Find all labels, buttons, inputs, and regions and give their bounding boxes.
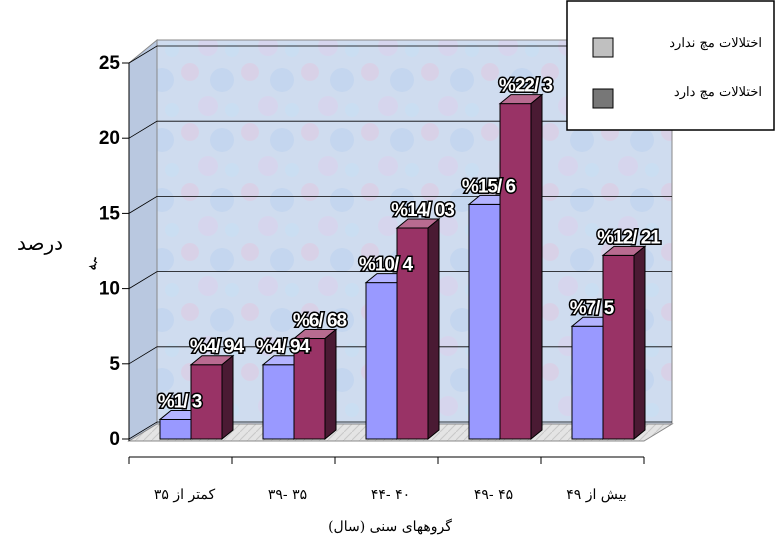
- x-axis-ticks: کمتر از ۳۵ ۳۵ -۳۹ ۴۰ -۴۴ ۴۵ -۴۹ بیش از ۴۹: [128, 457, 645, 503]
- x-category-label: کمتر از ۳۵: [154, 487, 216, 503]
- y-tick-label: 15: [99, 203, 121, 224]
- bar-front: [602, 254, 635, 440]
- bar: [498, 93, 544, 441]
- x-category-label: ۴۰ -۴۴: [371, 487, 410, 503]
- bar-side: [324, 328, 337, 441]
- plot-side-wall: [128, 38, 158, 442]
- data-label: %15/ 6: [462, 176, 516, 197]
- bar-side: [221, 354, 234, 441]
- y-axis-marker: ﮧﻪ: [83, 257, 100, 270]
- x-category-label: بیش از ۴۹: [566, 487, 627, 503]
- legend-label-has-disorder: اختلالات مچ دارد: [674, 85, 762, 100]
- data-label: %12/ 21: [597, 227, 661, 248]
- bar-front: [365, 282, 398, 440]
- bar-front: [499, 103, 532, 440]
- bar-front: [396, 227, 429, 440]
- legend-swatch-has-disorder: [592, 88, 614, 109]
- y-tick-label: 25: [99, 53, 121, 74]
- y-tick-label: 0: [109, 429, 120, 450]
- legend: اختلالات مچ ندارد اختلالات مچ دارد: [566, 0, 775, 131]
- x-category-label: ۳۵ -۳۹: [268, 487, 307, 503]
- bar-front: [293, 338, 326, 440]
- y-tick-label: 5: [109, 354, 120, 375]
- data-label: %7/ 5: [570, 298, 615, 319]
- data-label: %1/ 3: [158, 391, 202, 412]
- data-labels: %1/ 3 %4/ 94 %4/ 94 %6/ 68 %10/ 4 %14/ 03 %15/…: [156, 74, 664, 414]
- data-label: %4/ 94: [190, 337, 245, 358]
- data-label: %4/ 94: [256, 337, 311, 358]
- bar-side: [530, 93, 543, 441]
- bar-side: [633, 245, 646, 441]
- bar-front: [571, 325, 604, 440]
- bars: [158, 93, 647, 441]
- bar-front: [159, 418, 192, 440]
- data-label: %6/ 68: [293, 311, 347, 332]
- y-axis-ticks: 0 5 10 15 20 25: [99, 53, 129, 450]
- bar: [601, 245, 647, 441]
- legend-box: [566, 0, 775, 131]
- data-label: %22/ 3: [499, 76, 553, 97]
- y-tick-label: 20: [99, 128, 120, 149]
- legend-swatch-no-disorder: [592, 37, 614, 58]
- gridline: [128, 45, 672, 64]
- data-label: %14/ 03: [391, 200, 454, 221]
- bar-front: [262, 364, 295, 440]
- bar-side: [427, 217, 440, 441]
- x-category-label: ۴۵ -۴۹: [474, 487, 513, 503]
- data-label: %10/ 4: [359, 255, 414, 276]
- bar: [395, 217, 441, 441]
- y-axis-title: درصد: [17, 231, 63, 255]
- legend-label-no-disorder: اختلالات مچ ندارد: [669, 36, 762, 51]
- bar: [189, 354, 235, 441]
- bar: [292, 328, 338, 441]
- y-tick-label: 10: [99, 279, 120, 300]
- bar-front: [468, 203, 501, 440]
- x-axis-title: گروههای سنی (سال): [328, 518, 452, 535]
